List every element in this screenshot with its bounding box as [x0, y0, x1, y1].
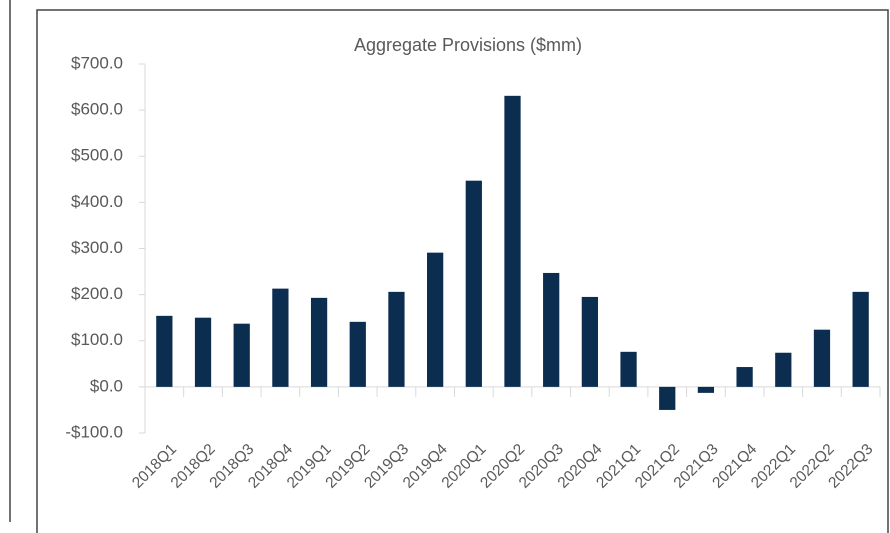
- y-tick-label: $200.0: [71, 284, 123, 303]
- bar: [310, 297, 328, 387]
- bar: [697, 386, 715, 393]
- bar: [504, 95, 521, 387]
- y-tick-label: $500.0: [71, 146, 123, 165]
- y-tick-label: $0.0: [90, 376, 123, 395]
- bar: [272, 288, 289, 387]
- bar: [465, 180, 482, 387]
- bar: [852, 291, 869, 387]
- y-tick-label: -$100.0: [65, 422, 123, 441]
- bar: [233, 323, 250, 387]
- bar: [543, 272, 560, 387]
- bar: [194, 317, 212, 387]
- frame: [36, 9, 889, 533]
- y-tick-label: $400.0: [71, 192, 123, 211]
- y-tick-label: $600.0: [71, 100, 123, 119]
- bar: [388, 291, 405, 387]
- y-tick-label: $300.0: [71, 238, 123, 257]
- bar: [775, 352, 792, 387]
- chart-title: Aggregate Provisions ($mm): [354, 35, 582, 55]
- y-tick-label: $700.0: [71, 53, 123, 72]
- bar: [736, 367, 753, 387]
- bar: [659, 386, 676, 410]
- bar: [427, 252, 444, 387]
- y-tick-label: $100.0: [71, 330, 123, 349]
- bar: [620, 351, 637, 387]
- bar: [156, 315, 173, 387]
- bar: [813, 329, 831, 387]
- bar: [349, 321, 366, 387]
- bar: [581, 296, 598, 387]
